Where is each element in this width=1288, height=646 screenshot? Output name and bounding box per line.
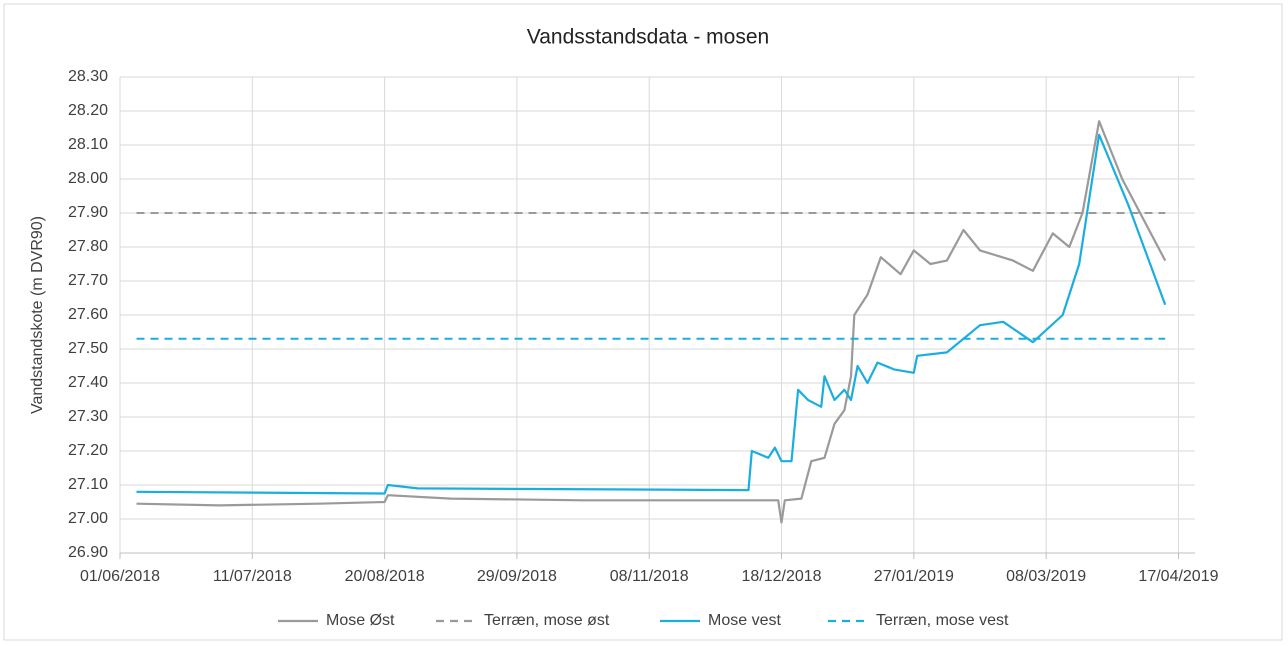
y-tick-label: 27.00 bbox=[68, 510, 108, 527]
y-tick-label: 27.70 bbox=[68, 272, 108, 289]
y-tick-label: 28.00 bbox=[68, 170, 108, 187]
x-tick-label: 17/04/2019 bbox=[1138, 568, 1218, 585]
x-tick-label: 08/11/2018 bbox=[610, 568, 689, 585]
legend-label: Terræn, mose vest bbox=[876, 612, 1009, 629]
series-line bbox=[136, 120, 1167, 524]
y-tick-label: 28.30 bbox=[68, 68, 108, 85]
legend-label: Mose vest bbox=[708, 612, 781, 629]
y-tick-label: 28.10 bbox=[68, 136, 108, 153]
y-tick-label: 27.40 bbox=[68, 374, 108, 391]
y-tick-label: 27.80 bbox=[68, 238, 108, 255]
y-tick-label: 27.20 bbox=[68, 442, 108, 459]
x-tick-label: 01/06/2018 bbox=[80, 568, 160, 585]
y-axis-label: Vandstandskote (m DVR90) bbox=[29, 216, 46, 414]
legend-label: Mose Øst bbox=[326, 612, 395, 629]
y-tick-label: 28.20 bbox=[68, 102, 108, 119]
x-tick-label: 20/08/2018 bbox=[345, 568, 425, 585]
x-tick-label: 27/01/2019 bbox=[874, 568, 954, 585]
chart-title: Vandsstandsdata - mosen bbox=[527, 26, 769, 49]
x-tick-label: 18/12/2018 bbox=[741, 568, 821, 585]
x-tick-label: 29/09/2018 bbox=[477, 568, 557, 585]
y-tick-label: 27.10 bbox=[68, 476, 108, 493]
chart-frame bbox=[3, 3, 1283, 641]
y-tick-label: 27.60 bbox=[68, 306, 108, 323]
series-line bbox=[136, 133, 1167, 495]
x-tick-label: 11/07/2018 bbox=[213, 568, 292, 585]
y-tick-label: 27.90 bbox=[68, 204, 108, 221]
legend-label: Terræn, mose øst bbox=[484, 612, 610, 629]
y-tick-label: 26.90 bbox=[68, 544, 108, 561]
y-tick-label: 27.50 bbox=[68, 340, 108, 357]
x-tick-label: 08/03/2019 bbox=[1006, 568, 1086, 585]
y-tick-label: 27.30 bbox=[68, 408, 108, 425]
